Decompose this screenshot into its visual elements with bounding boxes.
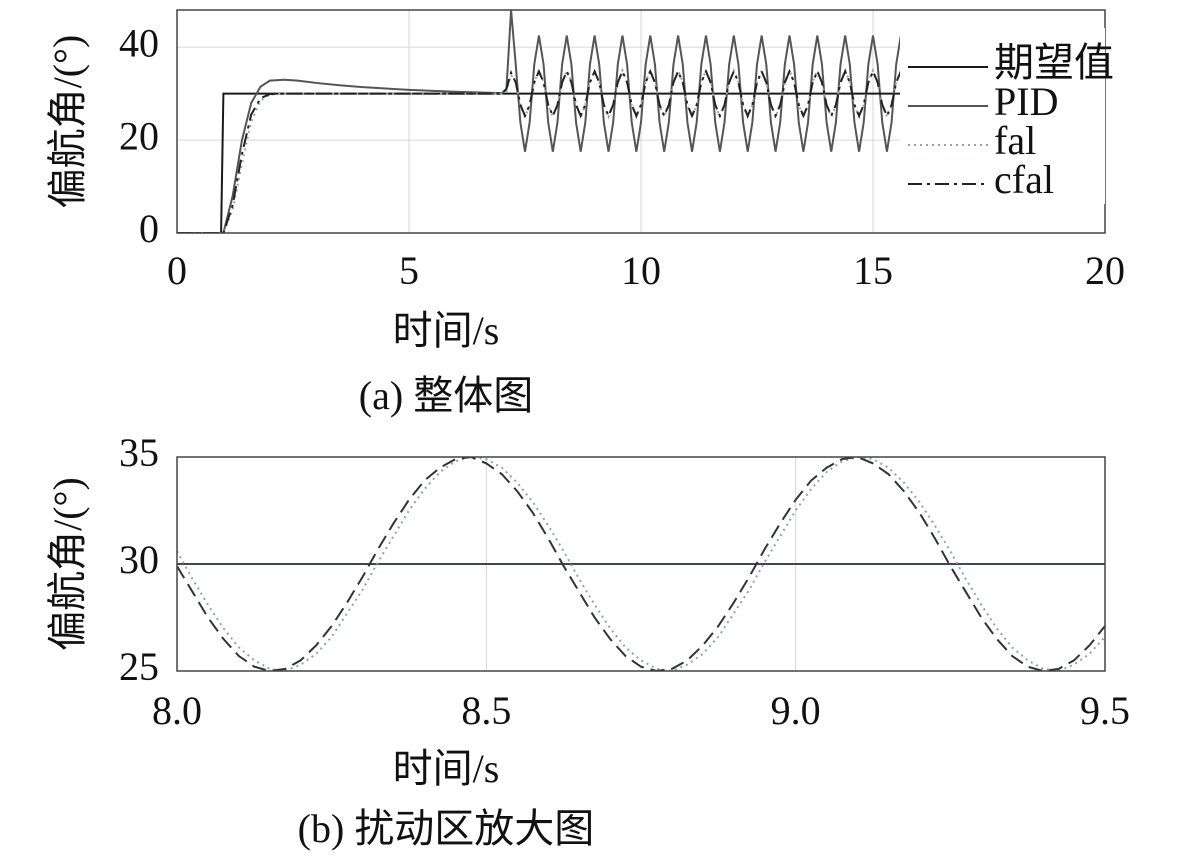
x-tick-label: 8.5	[461, 688, 511, 733]
legend-label: 期望值	[994, 40, 1114, 85]
x-tick-label: 9.0	[771, 688, 821, 733]
x-axis-label: 时间/s	[393, 308, 500, 353]
caption: (a) 整体图	[359, 373, 533, 418]
legend-label: PID	[994, 79, 1058, 124]
x-tick-label: 9.5	[1080, 688, 1130, 733]
x-tick-label: 8.0	[152, 688, 202, 733]
legend-label: fal	[994, 118, 1036, 163]
x-tick-label: 20	[1085, 248, 1125, 293]
y-axis-label: 偏航角/(°)	[45, 477, 90, 651]
x-tick-label: 15	[853, 248, 893, 293]
legend-box	[900, 28, 1105, 204]
y-tick-label: 35	[119, 430, 159, 475]
series-line	[177, 457, 1105, 671]
x-axis-label: 时间/s	[393, 746, 500, 791]
y-tick-label: 25	[119, 644, 159, 689]
y-tick-label: 20	[119, 113, 159, 158]
legend-label: cfal	[994, 157, 1054, 202]
caption: (b) 扰动区放大图	[298, 806, 595, 851]
x-tick-label: 0	[167, 248, 187, 293]
x-tick-label: 5	[399, 248, 419, 293]
plot-area	[177, 457, 1105, 671]
y-axis-label: 偏航角/(°)	[45, 35, 90, 209]
x-tick-label: 10	[621, 248, 661, 293]
y-tick-label: 30	[119, 537, 159, 582]
plot-frame	[176, 456, 1106, 672]
y-tick-label: 0	[139, 206, 159, 251]
y-tick-label: 40	[119, 20, 159, 65]
